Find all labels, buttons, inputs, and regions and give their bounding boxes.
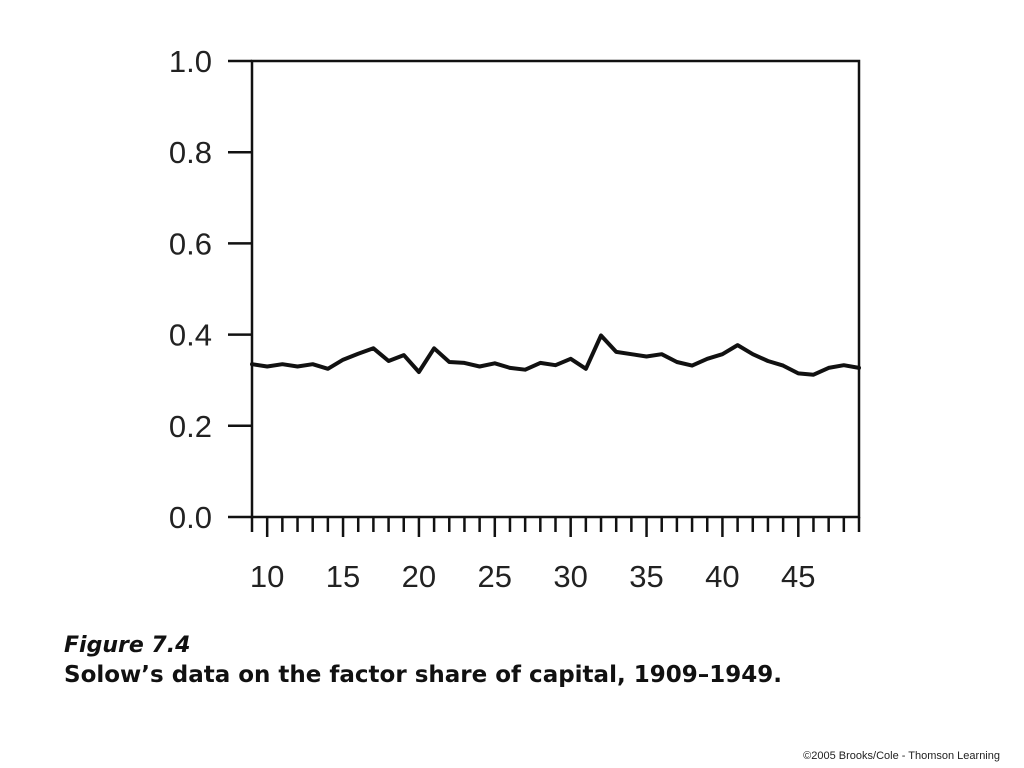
x-tick-label: 30 [553,559,587,594]
y-tick-label: 0.6 [169,226,212,261]
x-tick-label: 40 [705,559,739,594]
copyright-notice: ©2005 Brooks/Cole - Thomson Learning [803,750,1000,762]
y-axis: 0.0 0.2 0.4 0.6 0.8 1.0 [169,44,252,535]
y-tick-label: 0.2 [169,409,212,444]
x-tick-label: 45 [781,559,815,594]
x-tick-label: 20 [402,559,436,594]
plot-frame [250,59,861,519]
figure-title: Solow’s data on the factor share of capi… [64,662,782,688]
factor-share-line-chart: 0.0 0.2 0.4 0.6 0.8 1.0 10 15 20 25 30 35 40 45 [169,44,861,594]
x-axis: 10 15 20 25 30 35 40 45 [250,517,861,594]
x-tick-label: 10 [250,559,284,594]
x-tick-label: 35 [629,559,663,594]
capital-share-series-line [250,333,861,377]
y-tick-label: 0.0 [169,500,212,535]
figure-caption: Figure 7.4 Solow’s data on the factor sh… [64,632,782,690]
x-tick-label: 25 [478,559,512,594]
y-tick-label: 0.4 [169,318,212,353]
x-tick-label: 15 [326,559,360,594]
figure-label: Figure 7.4 [64,633,191,658]
y-tick-label: 1.0 [169,44,212,79]
y-tick-label: 0.8 [169,135,212,170]
